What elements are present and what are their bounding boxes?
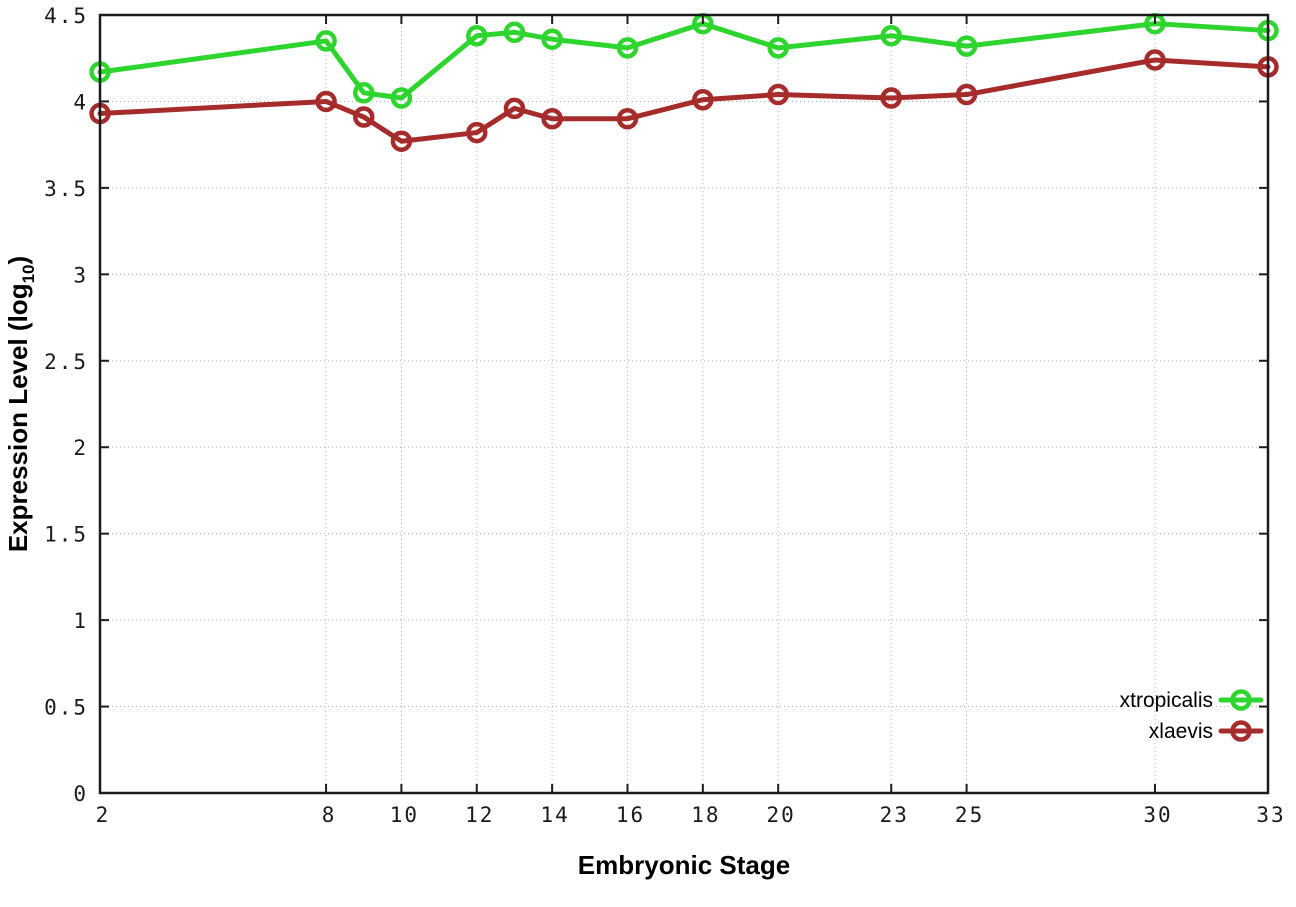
plot-border — [98, 13, 1270, 795]
y-axis-title: Expression Level (log10) — [3, 256, 38, 552]
data-point-xtropicalis-stage-10 — [390, 87, 413, 109]
x-tick-label-30: 30 — [1143, 803, 1172, 827]
legend: xtropicalis xlaevis — [1120, 689, 1264, 743]
data-point-xlaevis-stage-13 — [503, 97, 526, 120]
legend-label-xlaevis: xlaevis — [1149, 720, 1213, 743]
y-tick-label-0.5: 0.5 — [44, 696, 88, 720]
y-tick-label-2: 2 — [73, 436, 88, 460]
y-tick-label-0: 0 — [73, 782, 88, 806]
x-tick-label-23: 23 — [880, 803, 909, 827]
gridlines — [100, 15, 1268, 793]
x-tick-label-14: 14 — [540, 803, 569, 827]
y-axis-title-text: Expression Level (log — [3, 283, 33, 552]
x-tick-label-12: 12 — [465, 803, 494, 827]
series-line-xlaevis — [97, 57, 1271, 144]
y-tick-label-3.5: 3.5 — [44, 177, 88, 201]
data-point-xlaevis-stage-30 — [1144, 49, 1166, 71]
y-tick-label-2.5: 2.5 — [44, 350, 88, 374]
x-tick-label-25: 25 — [955, 803, 984, 827]
x-axis-title: Embryonic Stage — [578, 850, 790, 880]
y-tick-label-3: 3 — [73, 263, 88, 287]
series-line-xtropicalis — [97, 21, 1271, 101]
legend-sample-marker-xlaevis — [1230, 720, 1252, 742]
data-point-xtropicalis-stage-14 — [541, 28, 563, 50]
y-tick-label-4: 4 — [73, 90, 88, 114]
legend-sample-marker-xtropicalis — [1230, 689, 1252, 711]
data-series — [89, 12, 1279, 152]
data-point-xlaevis-stage-8 — [315, 90, 337, 113]
x-tick-label-20: 20 — [767, 803, 796, 827]
x-tick-label-16: 16 — [616, 803, 645, 827]
axes — [98, 13, 1270, 795]
data-point-xtropicalis-stage-13 — [503, 21, 526, 44]
data-point-xtropicalis-stage-20 — [767, 37, 789, 59]
tick-labels: 2 8 10 12 14 16 18 20 23 25 30 33 0 0.5 1 1.5 2 2.5 3 3.5 4 4… — [44, 4, 1285, 827]
x-tick-label-33: 33 — [1256, 803, 1285, 827]
data-point-xlaevis-stage-25 — [955, 83, 978, 106]
data-point-xtropicalis-stage-23 — [880, 24, 902, 47]
data-point-xlaevis-stage-23 — [880, 87, 902, 109]
data-point-xlaevis-stage-9 — [352, 106, 375, 128]
y-axis-title-subscript: 10 — [19, 265, 38, 284]
data-point-xtropicalis-stage-8 — [315, 30, 337, 52]
data-point-xlaevis-stage-18 — [692, 88, 714, 111]
y-tick-label-1: 1 — [73, 609, 88, 633]
y-tick-label-4.5: 4.5 — [44, 4, 88, 28]
x-tick-label-18: 18 — [691, 803, 720, 827]
data-point-xlaevis-stage-12 — [466, 121, 488, 144]
x-tick-label-8: 8 — [322, 803, 337, 827]
data-point-xtropicalis-stage-9 — [352, 82, 375, 104]
y-tick-label-1.5: 1.5 — [44, 523, 88, 547]
data-point-xlaevis-stage-20 — [767, 83, 789, 106]
data-point-xtropicalis-stage-12 — [466, 24, 488, 47]
x-tick-label-2: 2 — [96, 803, 111, 827]
x-tick-label-10: 10 — [390, 803, 419, 827]
data-point-xtropicalis-stage-25 — [955, 35, 978, 57]
data-point-xtropicalis-stage-16 — [616, 37, 639, 59]
data-point-xlaevis-stage-14 — [541, 107, 563, 130]
legend-label-xtropicalis: xtropicalis — [1120, 689, 1213, 712]
data-point-xlaevis-stage-16 — [616, 107, 639, 130]
y-axis-title-close: ) — [3, 256, 33, 265]
data-point-xlaevis-stage-10 — [390, 130, 413, 152]
